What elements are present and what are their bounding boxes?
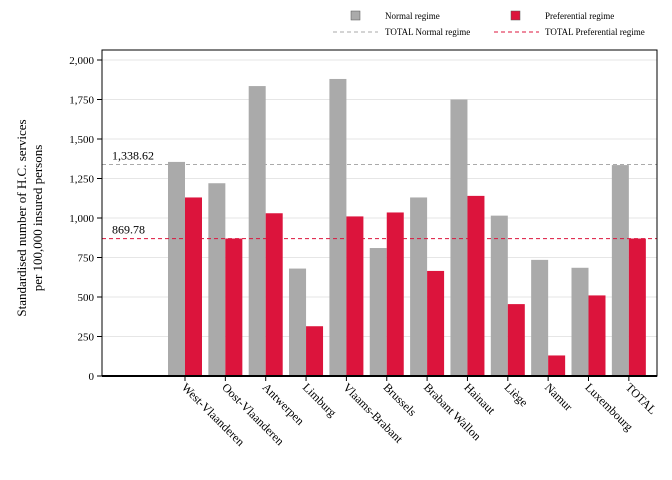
x-tick-label: Limburg [300,380,339,419]
bar-normal [571,267,589,376]
bar-preferential [225,238,243,376]
bar-normal [208,183,226,376]
legend-label-total-normal: TOTAL Normal regime [385,27,470,37]
y-tick-label: 2,000 [69,55,94,67]
legend: Normal regime Preferential regime TOTAL … [333,10,645,37]
bar-normal [611,165,629,376]
bar-normal [369,248,387,376]
x-tick-label: Hainaut [461,380,498,417]
bar-preferential [185,197,202,376]
bar-preferential [427,270,445,376]
legend-swatch-normal [350,10,361,21]
y-tick-label: 250 [78,332,95,344]
reference-lines: 1,338.62 869.78 [102,148,657,240]
y-tick-label: 0 [89,371,95,383]
y-tick-label: 1,500 [69,134,94,146]
y-tick-label: 1,250 [69,174,94,186]
y-axis-title-line-1: Standardised number of H.C. services [14,119,29,316]
bar-preferential [507,304,525,376]
bar-preferential [265,213,283,376]
legend-label-normal: Normal regime [385,11,440,21]
legend-label-preferential: Preferential regime [545,11,614,21]
x-tick-label: Liège [502,380,531,409]
bar-normal [289,268,307,376]
y-tick-label: 1,750 [69,95,94,107]
bar-preferential [628,238,646,376]
bar-preferential [548,355,566,376]
bar-normal [410,197,428,376]
bar-normal [329,78,347,377]
y-tick-label: 1,000 [69,213,94,225]
bar-preferential [467,195,485,376]
reference-line-label: 1,338.62 [112,148,154,162]
x-tick-label: Namur [542,380,575,413]
x-tick-label: Brussels [381,380,420,419]
bar-preferential [588,295,606,376]
legend-label-total-preferential: TOTAL Preferential regime [545,27,645,37]
bar-normal [450,99,468,376]
bar-normal [531,259,549,376]
axes [101,49,658,377]
bar-normal [490,215,508,376]
y-ticks: 0 250 500 750 1,000 1,250 1,500 1,750 2,000 [69,55,102,383]
y-tick-label: 500 [78,292,95,304]
bar-preferential [306,326,324,376]
y-tick-label: 750 [78,253,95,265]
x-tick-label: TOTAL [623,380,660,417]
bar-normal [248,86,266,376]
x-ticks: West-VlaanderenOost-VlaanderenAntwerpenL… [179,376,660,449]
bars [168,78,646,377]
y-axis-title-line-2: per 100,000 insured persons [30,145,45,292]
bar-normal [168,161,185,376]
reference-line-label: 869.78 [112,223,145,237]
legend-swatch-preferential [510,10,521,21]
bar-preferential [386,212,404,376]
bar-preferential [346,216,364,376]
